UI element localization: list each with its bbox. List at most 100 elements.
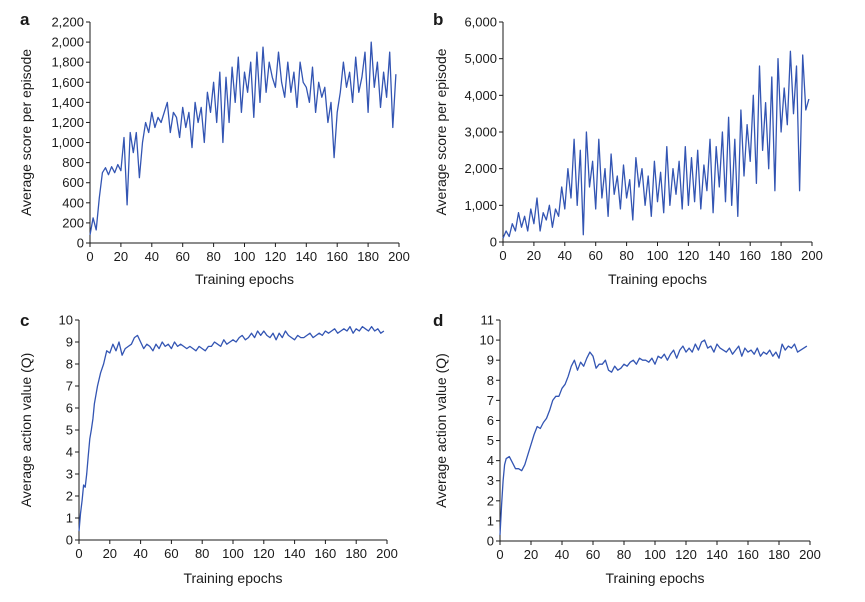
y-tick-label: 10	[59, 313, 73, 328]
x-tick-label: 160	[737, 547, 759, 562]
x-tick-label: 20	[527, 248, 541, 263]
x-tick-label: 0	[86, 249, 93, 264]
x-tick-label: 80	[195, 546, 209, 561]
y-tick-label: 800	[62, 155, 84, 170]
x-tick-label: 180	[770, 248, 792, 263]
series-line-score	[502, 50, 810, 239]
chart-panel-a: a02004006008001,0001,2001,4001,6001,8002…	[18, 10, 410, 287]
x-tick-label: 120	[253, 546, 275, 561]
x-tick-label: 120	[678, 248, 700, 263]
panel-letter: a	[20, 10, 30, 29]
x-tick-label: 60	[164, 546, 178, 561]
y-tick-label: 4,000	[464, 88, 497, 103]
x-tick-label: 40	[145, 249, 159, 264]
y-tick-label: 200	[62, 215, 84, 230]
chart-panel-d: d 0 1 2 3 4 5 6 7 8 9 10 11 0 20 40 60 80 100 120 140 160 180 2…	[433, 311, 821, 586]
x-tick-label: 0	[75, 546, 82, 561]
y-tick-label: 2,200	[51, 15, 84, 30]
x-tick-label: 20	[103, 546, 117, 561]
x-tick-label: 100	[222, 546, 244, 561]
panel-letter: d	[433, 311, 443, 330]
y-axis-title: Average score per episode	[433, 48, 449, 215]
x-tick-label: 20	[524, 547, 538, 562]
x-axis-title: Training epochs	[183, 570, 282, 586]
y-tick-label: 9	[487, 353, 494, 368]
y-tick-label: 5	[487, 433, 494, 448]
x-tick-label: 140	[295, 249, 317, 264]
y-axis-title: Average action value (Q)	[433, 353, 449, 508]
x-tick-label: 180	[768, 547, 790, 562]
x-tick-label: 200	[376, 546, 398, 561]
y-tick-label: 600	[62, 175, 84, 190]
chart-panel-b: b 0 1,000 2,000 3,000 4,000 5,000 6,000 0 20 40 60 8…	[433, 10, 823, 287]
y-tick-label: 1,600	[51, 75, 84, 90]
x-tick-label: 120	[675, 547, 697, 562]
x-tick-label: 80	[206, 249, 220, 264]
x-tick-label: 80	[617, 547, 631, 562]
y-tick-label: 1	[487, 513, 494, 528]
y-tick-label: 9	[66, 335, 73, 350]
y-tick-label: 4	[66, 445, 73, 460]
y-tick-label: 8	[66, 357, 73, 372]
x-axis-title: Training epochs	[608, 271, 707, 287]
x-tick-label: 140	[284, 546, 306, 561]
series-line-score	[89, 41, 397, 236]
x-tick-label: 100	[647, 248, 669, 263]
y-tick-label: 2	[66, 489, 73, 504]
y-tick-label: 6	[66, 401, 73, 416]
x-tick-label: 60	[588, 248, 602, 263]
x-tick-label: 180	[357, 249, 379, 264]
y-tick-label: 6	[487, 413, 494, 428]
y-tick-label: 3	[66, 467, 73, 482]
series-line-q	[78, 325, 385, 532]
y-tick-label: 1,800	[51, 55, 84, 70]
panel-letter: c	[20, 311, 29, 330]
x-tick-label: 200	[801, 248, 823, 263]
x-axis-title: Training epochs	[195, 271, 294, 287]
y-tick-label: 0	[66, 533, 73, 548]
y-tick-label: 1	[66, 511, 73, 526]
x-tick-label: 0	[496, 547, 503, 562]
x-tick-label: 40	[555, 547, 569, 562]
y-tick-label: 7	[66, 379, 73, 394]
y-tick-label: 6,000	[464, 15, 497, 30]
y-tick-label: 400	[62, 195, 84, 210]
y-tick-label: 0	[487, 534, 494, 549]
y-tick-label: 4	[487, 453, 494, 468]
series-line-q	[499, 339, 808, 536]
x-tick-label: 40	[558, 248, 572, 263]
y-tick-label: 2	[487, 493, 494, 508]
x-tick-label: 40	[133, 546, 147, 561]
x-tick-label: 140	[708, 248, 730, 263]
x-tick-label: 60	[586, 547, 600, 562]
y-tick-label: 7	[487, 393, 494, 408]
x-tick-label: 60	[175, 249, 189, 264]
x-tick-label: 160	[739, 248, 761, 263]
y-axis-title: Average action value (Q)	[18, 353, 34, 508]
x-tick-label: 100	[644, 547, 666, 562]
y-tick-label: 5,000	[464, 51, 497, 66]
y-tick-label: 0	[77, 236, 84, 251]
x-tick-label: 100	[234, 249, 256, 264]
y-tick-label: 5	[66, 423, 73, 438]
y-tick-label: 1,400	[51, 95, 84, 110]
y-tick-label: 8	[487, 373, 494, 388]
x-tick-label: 180	[345, 546, 367, 561]
y-tick-label: 3	[487, 473, 494, 488]
y-tick-label: 2,000	[464, 161, 497, 176]
x-tick-label: 140	[706, 547, 728, 562]
x-tick-label: 80	[619, 248, 633, 263]
y-tick-label: 2,000	[51, 35, 84, 50]
y-tick-label: 1,000	[51, 135, 84, 150]
x-tick-label: 20	[114, 249, 128, 264]
x-tick-label: 120	[265, 249, 287, 264]
x-axis-title: Training epochs	[605, 570, 704, 586]
x-tick-label: 0	[499, 248, 506, 263]
y-tick-label: 3,000	[464, 125, 497, 140]
y-tick-label: 1,000	[464, 198, 497, 213]
x-tick-label: 160	[326, 249, 348, 264]
y-axis-title: Average score per episode	[18, 49, 34, 216]
y-tick-label: 10	[480, 333, 494, 348]
